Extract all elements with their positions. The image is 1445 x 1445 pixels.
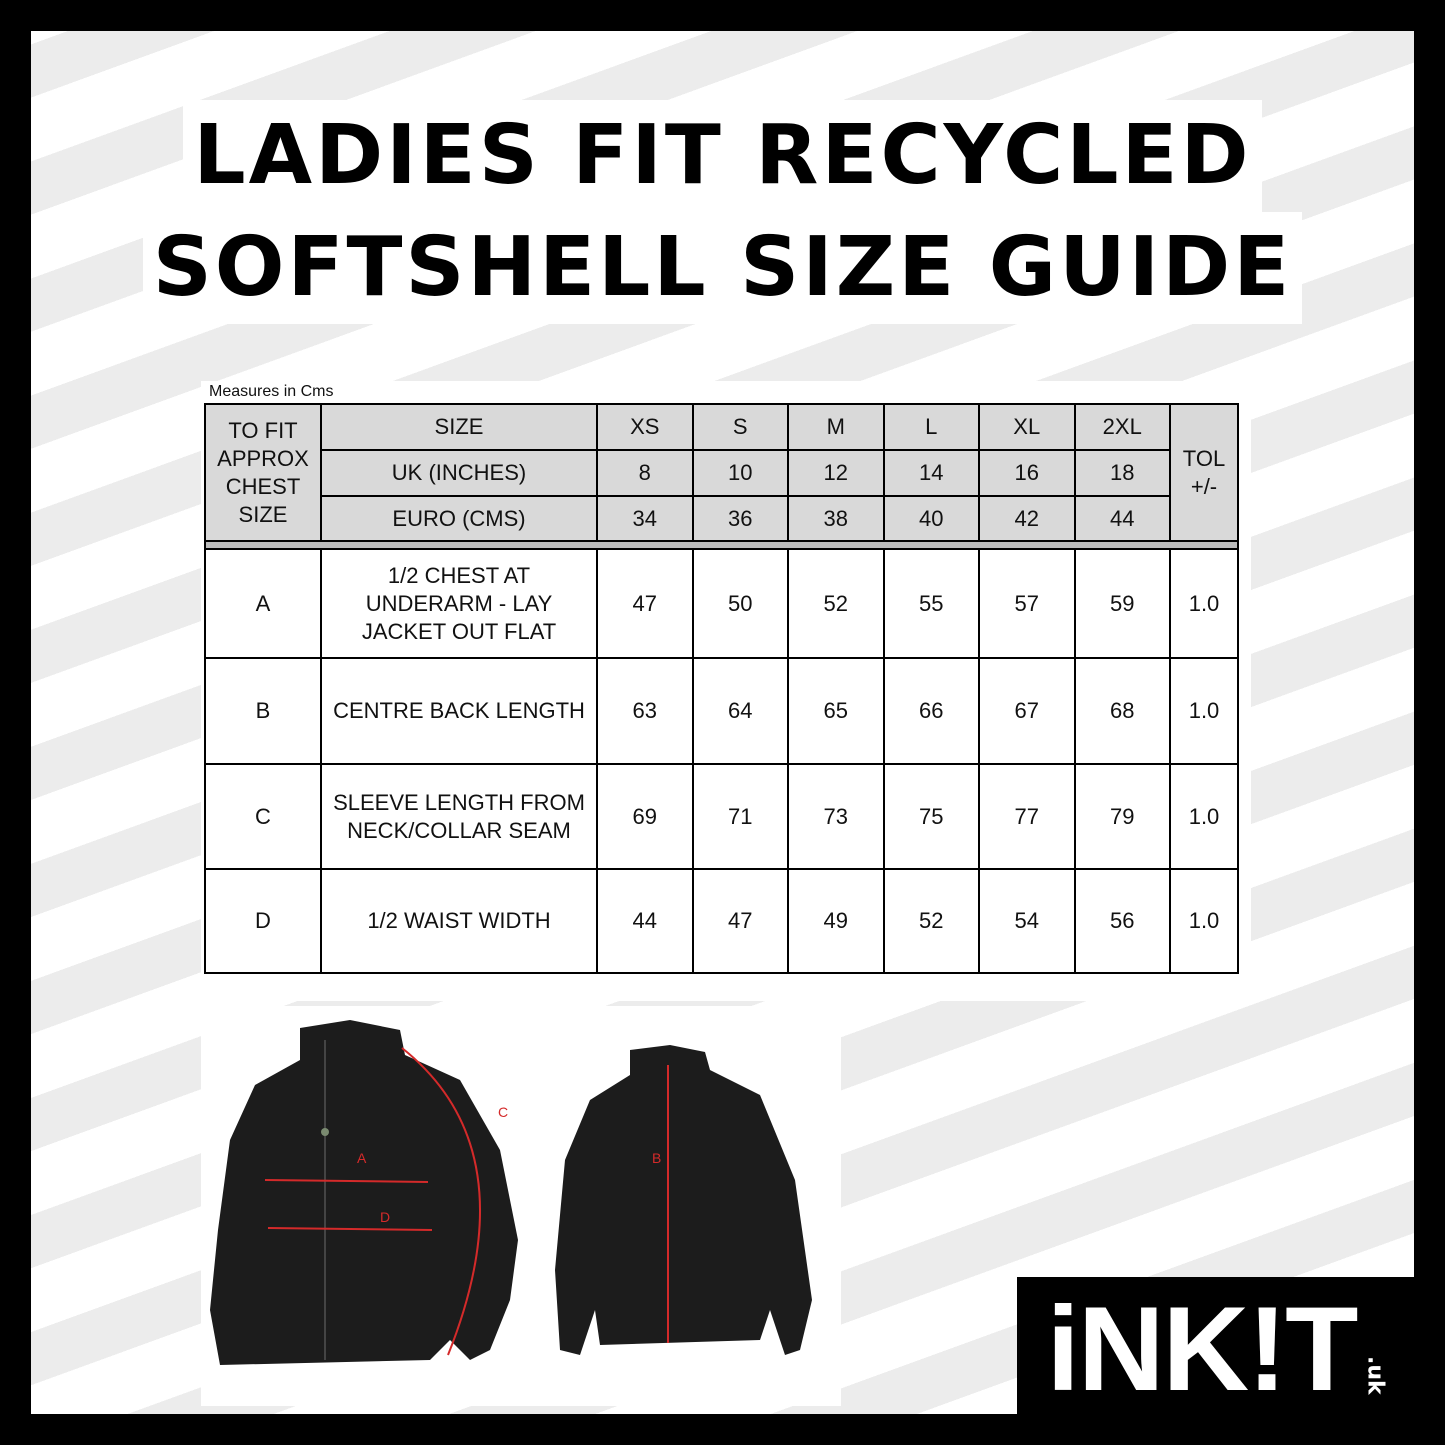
- uk-size: 12: [787, 449, 885, 497]
- measure-description: CENTRE BACK LENGTH: [320, 657, 598, 765]
- header-separator: [204, 540, 1239, 550]
- measure-value: 52: [882, 868, 980, 974]
- uk-size: 8: [596, 449, 694, 497]
- measure-value: 52: [787, 548, 885, 659]
- tol-label: TOL +/-: [1169, 403, 1239, 542]
- measure-value: 66: [882, 657, 980, 765]
- size-header: L: [882, 403, 980, 451]
- measure-value: 77: [978, 763, 1076, 870]
- size-table: TO FIT APPROX CHEST SIZE SIZE XS S M L X…: [204, 403, 1239, 974]
- measure-value: 69: [596, 763, 694, 870]
- measure-description: 1/2 WAIST WIDTH: [320, 868, 598, 974]
- label-d: D: [380, 1209, 390, 1225]
- measure-lines: [264, 1047, 669, 1356]
- tolerance-value: 1.0: [1169, 763, 1239, 870]
- title-line-1: Ladies Fit Recycled: [183, 100, 1262, 212]
- uk-size: 14: [882, 449, 980, 497]
- measure-code: B: [204, 657, 322, 765]
- measures-note: Measures in Cms: [209, 383, 334, 400]
- measure-description: 1/2 CHEST AT UNDERARM - LAY JACKET OUT F…: [320, 548, 598, 659]
- table-row: D 1/2 WAIST WIDTH 44 47 49 52 54 56 1.0: [204, 868, 1239, 974]
- size-header: M: [787, 403, 885, 451]
- measure-value: 55: [882, 548, 980, 659]
- measure-code: A: [204, 548, 322, 659]
- euro-label: EURO (CMS): [320, 495, 598, 542]
- uk-label: UK (INCHES): [320, 449, 598, 497]
- uk-size: 10: [691, 449, 789, 497]
- size-header: 2XL: [1073, 403, 1171, 451]
- table-row: C SLEEVE LENGTH FROM NECK/COLLAR SEAM 69 71…: [204, 763, 1239, 870]
- tolerance-value: 1.0: [1169, 548, 1239, 659]
- euro-size: 40: [882, 495, 980, 542]
- size-header: S: [691, 403, 789, 451]
- euro-size: 42: [978, 495, 1076, 542]
- jacket-front: [210, 1020, 518, 1365]
- measure-value: 50: [691, 548, 789, 659]
- euro-size: 34: [596, 495, 694, 542]
- label-b: B: [652, 1150, 661, 1166]
- logo-text: iNK!T: [1046, 1282, 1359, 1416]
- measure-value: 63: [596, 657, 694, 765]
- tolerance-value: 1.0: [1169, 657, 1239, 765]
- size-label: SIZE: [320, 403, 598, 451]
- measure-line-d: [267, 1227, 433, 1231]
- measure-line-c: [401, 1047, 481, 1356]
- table-row: B CENTRE BACK LENGTH 63 64 65 66 67 68 1.0: [204, 657, 1239, 765]
- chest-size-label: TO FIT APPROX CHEST SIZE: [204, 403, 322, 542]
- measure-code: D: [204, 868, 322, 974]
- logo-suffix: .uk: [1362, 1356, 1388, 1395]
- jacket-diagram: A D C B: [210, 1020, 812, 1365]
- measure-line-a: [264, 1179, 429, 1183]
- euro-size: 44: [1073, 495, 1171, 542]
- measure-value: 73: [787, 763, 885, 870]
- title-line-2: Softshell Size Guide: [142, 212, 1303, 324]
- size-header: XL: [978, 403, 1076, 451]
- measure-value: 54: [978, 868, 1076, 974]
- measure-value: 65: [787, 657, 885, 765]
- euro-size: 36: [691, 495, 789, 542]
- measure-code: C: [204, 763, 322, 870]
- measure-value: 75: [882, 763, 980, 870]
- label-c: C: [498, 1104, 508, 1120]
- measure-value: 47: [596, 548, 694, 659]
- jacket-back: [555, 1045, 812, 1355]
- euro-size: 38: [787, 495, 885, 542]
- measure-value: 44: [596, 868, 694, 974]
- measure-value: 47: [691, 868, 789, 974]
- uk-size: 18: [1073, 449, 1171, 497]
- measure-description: SLEEVE LENGTH FROM NECK/COLLAR SEAM: [320, 763, 598, 870]
- tolerance-value: 1.0: [1169, 868, 1239, 974]
- measure-value: 68: [1073, 657, 1171, 765]
- page-title: Ladies Fit Recycled Softshell Size Guide: [0, 100, 1445, 324]
- size-header: XS: [596, 403, 694, 451]
- inkit-logo: iNK!T .uk: [1017, 1277, 1417, 1417]
- measure-value: 67: [978, 657, 1076, 765]
- measure-value: 49: [787, 868, 885, 974]
- measure-value: 59: [1073, 548, 1171, 659]
- table-row: A 1/2 CHEST AT UNDERARM - LAY JACKET OUT …: [204, 548, 1239, 659]
- label-a: A: [357, 1150, 367, 1166]
- uk-size: 16: [978, 449, 1076, 497]
- measure-value: 79: [1073, 763, 1171, 870]
- measure-value: 64: [691, 657, 789, 765]
- measure-value: 56: [1073, 868, 1171, 974]
- measure-value: 71: [691, 763, 789, 870]
- measure-value: 57: [978, 548, 1076, 659]
